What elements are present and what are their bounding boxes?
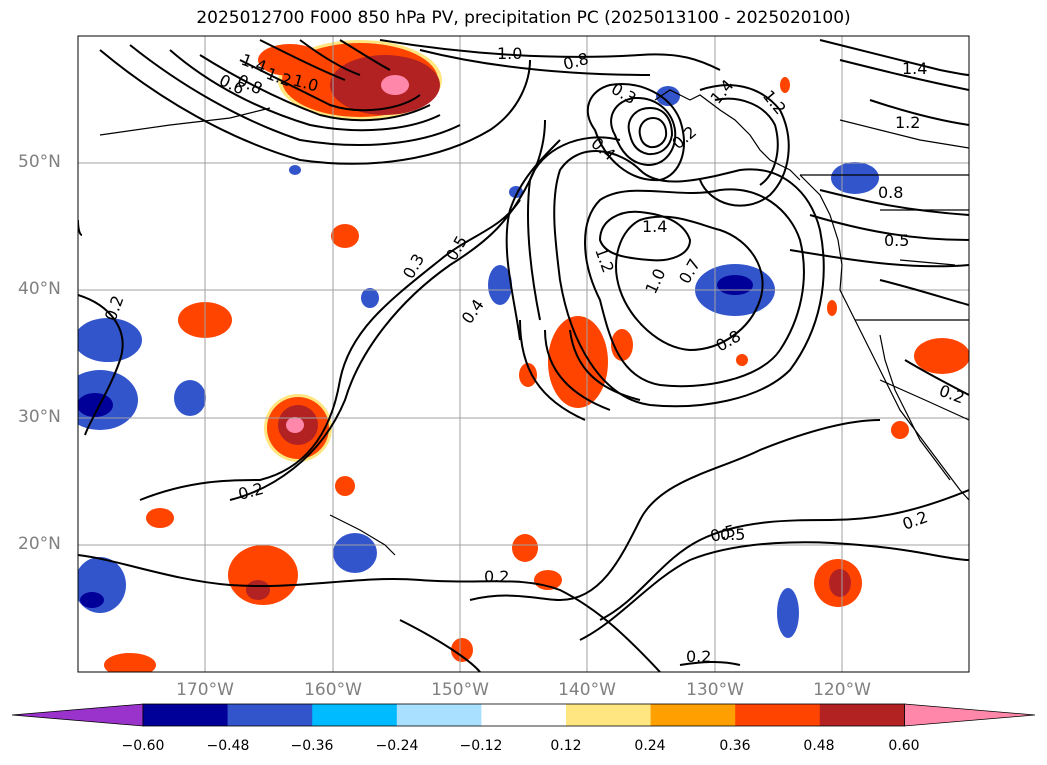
contour-label: 0.8	[878, 183, 903, 202]
plot-title: 2025012700 F000 850 hPa PV, precipitatio…	[196, 8, 851, 28]
colorbar-tick-label: 0.36	[719, 738, 751, 754]
lat-label: 20°N	[18, 534, 61, 554]
lon-label: 160°W	[304, 680, 362, 700]
colorbar-tick-label: −0.12	[459, 738, 503, 754]
colorbar-segment	[566, 704, 652, 726]
lon-label: 120°W	[813, 680, 871, 700]
lon-label: 130°W	[686, 680, 744, 700]
map-gridlines	[78, 36, 969, 672]
colorbar-tick-label: 0.60	[888, 738, 920, 754]
colorbar-segment	[396, 704, 482, 726]
pv-contours	[78, 39, 969, 672]
lat-label: 40°N	[18, 279, 61, 299]
contour-label: 0.2	[484, 567, 509, 586]
colorbar-tick-label: −0.60	[121, 738, 165, 754]
colorbar-extend-left	[11, 703, 144, 727]
colorbar-segment	[735, 704, 821, 726]
colorbar-segment	[143, 704, 229, 726]
lon-label: 140°W	[558, 680, 616, 700]
contour-label: 1.4	[902, 59, 927, 78]
contour-label: 1.0	[497, 44, 522, 63]
lat-label: 30°N	[18, 407, 61, 427]
contour-label: 0.5	[884, 231, 909, 250]
colorbar-tick-label: 0.48	[803, 738, 835, 754]
contour-label: 0.5	[720, 525, 745, 544]
colorbar-tick-label: 0.12	[550, 738, 582, 754]
colorbar-tick-label: 0.24	[634, 738, 666, 754]
colorbar-segment	[481, 704, 567, 726]
contour-labels: 1.4 1.2 1.0 0.8 0.6 1.0 0.8 0.3 0.4 0.2 …	[101, 44, 967, 666]
lon-label: 150°W	[431, 680, 489, 700]
coastlines	[99, 89, 969, 556]
contour-label: 1.2	[895, 113, 920, 132]
lat-label: 50°N	[18, 152, 61, 172]
colorbar-tick-label: −0.48	[206, 738, 250, 754]
contour-label: 0.2	[686, 647, 711, 666]
contour-label: 1.4	[642, 217, 667, 236]
colorbar	[11, 703, 1036, 727]
lon-label: 170°W	[176, 680, 234, 700]
colorbar-segment	[650, 704, 736, 726]
colorbar-tick-label: −0.36	[290, 738, 334, 754]
colorbar-segment	[312, 704, 398, 726]
colorbar-extend-right	[904, 703, 1036, 727]
colorbar-tick-label: −0.24	[375, 738, 419, 754]
colorbar-outline	[142, 703, 905, 727]
colorbar-segment	[227, 704, 313, 726]
colorbar-segment	[819, 704, 905, 726]
map-frame	[77, 35, 970, 673]
